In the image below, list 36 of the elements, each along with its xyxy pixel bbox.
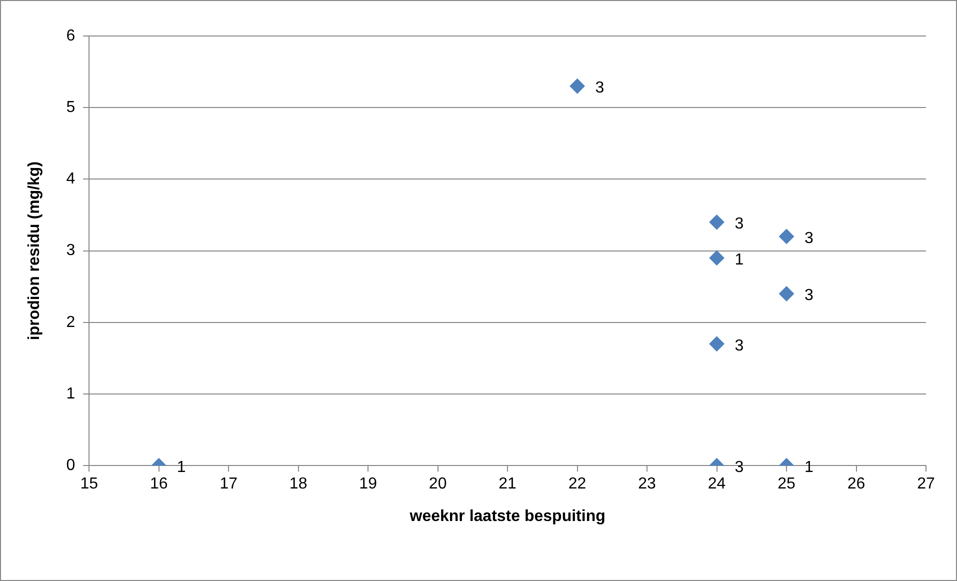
x-tick-label: 24: [708, 476, 726, 493]
annotation: 3: [804, 287, 814, 304]
x-tick-label: 23: [638, 476, 656, 493]
annotation: 1: [176, 459, 186, 476]
annotation: 3: [804, 230, 814, 247]
x-tick-label: 25: [778, 476, 796, 493]
x-tick-label: 18: [289, 476, 308, 493]
y-tick-label: 6: [66, 27, 76, 44]
y-tick-label: 5: [66, 99, 76, 116]
annotation: 3: [734, 337, 744, 354]
annotation: 3: [595, 80, 604, 97]
x-tick-label: 16: [150, 476, 168, 493]
x-axis-title: weeknr laatste bespuiting: [408, 508, 606, 525]
point: [709, 214, 724, 230]
point: [779, 228, 794, 244]
x-tick-label: 17: [220, 476, 238, 493]
y-axis-title: iprodion residu (mg/kg): [26, 161, 44, 340]
x-tick-label: 26: [847, 476, 866, 493]
x-tick-label: 27: [917, 476, 935, 493]
annotation: 3: [734, 459, 744, 476]
y-tick-label: 0: [66, 457, 76, 474]
point: [709, 336, 724, 352]
y-tick-label: 3: [66, 242, 76, 260]
x-tick-label: 19: [359, 476, 378, 493]
point: [779, 286, 794, 302]
y-tick-label: 1: [66, 385, 76, 402]
y-tick-label: 2: [66, 314, 76, 331]
annotation: 3: [734, 216, 744, 233]
annotation: 1: [734, 251, 744, 268]
point: [709, 250, 724, 266]
x-tick-label: 15: [80, 476, 98, 493]
x-tick-label: 21: [498, 476, 517, 493]
y-tick-label: 4: [66, 170, 76, 188]
annotation: 1: [804, 459, 814, 476]
x-tick-label: 20: [428, 476, 447, 493]
x-tick-label: 22: [568, 476, 586, 493]
